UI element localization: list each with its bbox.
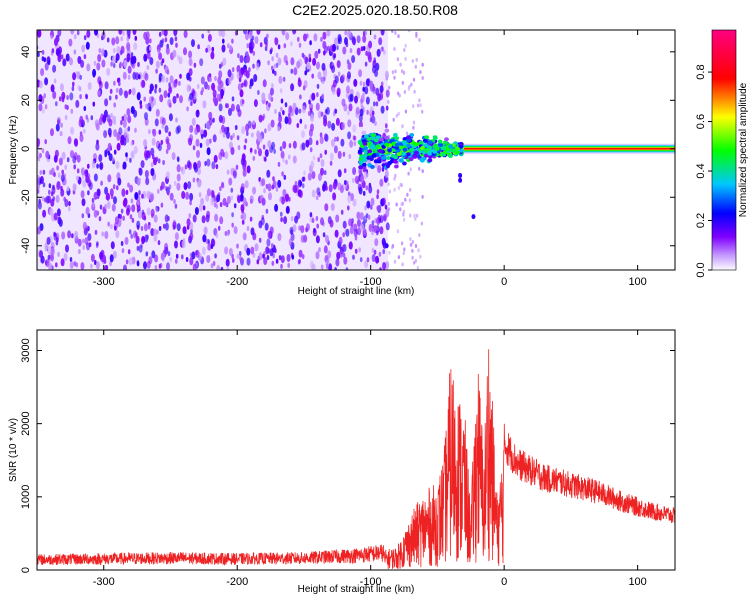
y-tick-label: 2000 [20,411,32,435]
y-tick-label: 3000 [20,338,32,362]
y-tick-label: 1000 [20,485,32,509]
snr-frame [36,329,676,571]
x-tick-label: -300 [93,276,115,288]
x-tick-label: -100 [360,276,382,288]
colorbar-frame [711,29,737,271]
y-tick-label: -40 [20,238,32,254]
y-tick-label: -20 [20,189,32,205]
y-tick-label: 0 [20,146,32,152]
x-tick-label: 0 [501,576,507,588]
colorbar-label: Normalized spectral amplitude [738,82,749,217]
colorbar: 0.0 0.2 0.4 0.6 0.8 Normalized spectral ampli… [695,29,749,278]
signal-onset [357,126,476,249]
x-tick-label: 100 [628,576,646,588]
y-axis-label: SNR (10 * v/v) [8,418,19,482]
y-tick-label: 0 [20,567,32,573]
x-tick-label: 0 [501,276,507,288]
y-axis-label: Frequency (Hz) [8,116,19,185]
x-tick-label: -200 [226,576,248,588]
x-tick-label: 100 [628,276,646,288]
snr-plot [37,349,675,570]
snr-series-line [37,349,675,570]
colorbar-tick-label: 0.0 [695,262,707,277]
x-tick-label: -300 [93,576,115,588]
x-axis-label: Height of straight line (km) [298,584,415,595]
colorbar-tick-label: 0.6 [695,114,707,129]
y-tick-label: 40 [20,46,32,58]
y-tick-label: 20 [20,94,32,106]
figure-title: C2E2.2025.020.18.50.R08 [292,2,458,18]
colorbar-tick-label: 0.4 [695,163,707,178]
carrier-band [464,143,675,154]
x-tick-label: -100 [360,576,382,588]
noise-region [37,30,389,270]
spectrogram-plot [37,30,675,270]
colorbar-tick-label: 0.2 [695,213,707,228]
colorbar-tick-label: 0.8 [695,64,707,79]
spectrogram-frame [36,29,676,271]
x-tick-label: -200 [226,276,248,288]
x-axis-label: Height of straight line (km) [298,286,415,297]
